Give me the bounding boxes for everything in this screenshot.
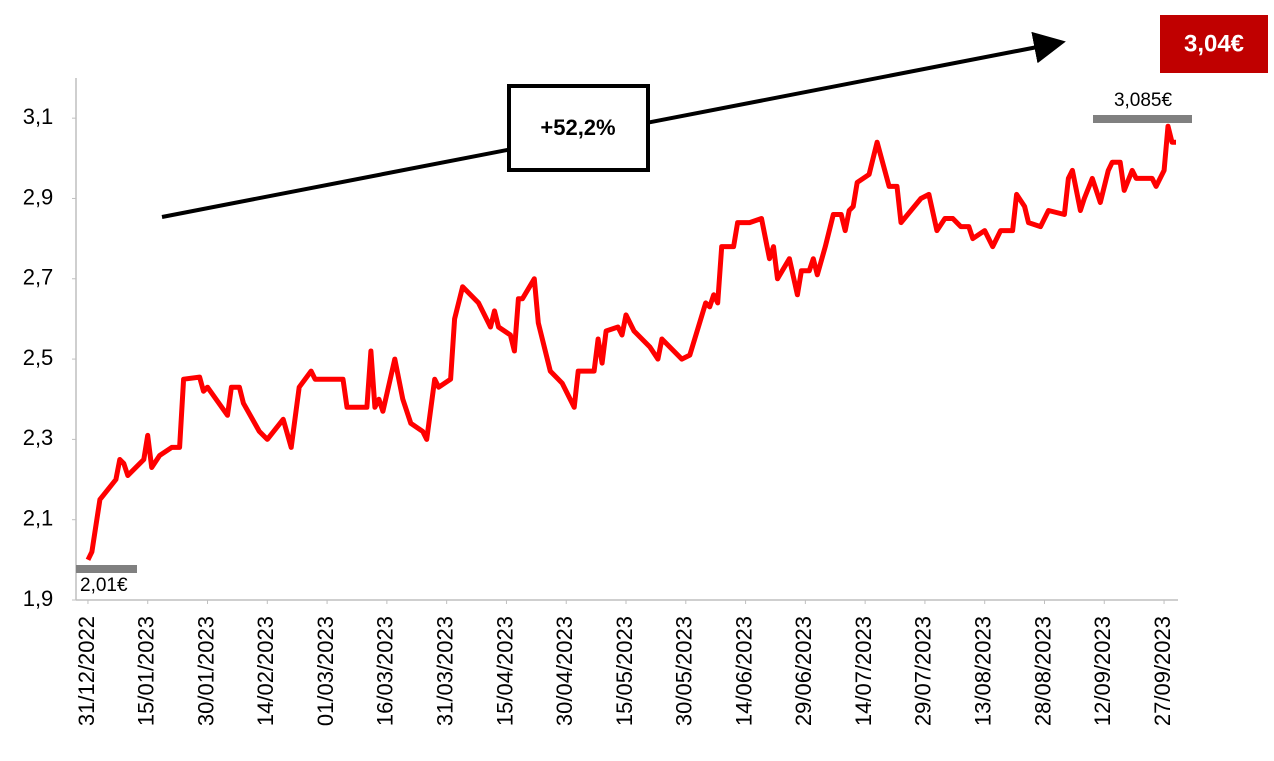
x-tick-label: 13/08/2023 — [971, 616, 996, 726]
x-tick-label: 14/07/2023 — [851, 616, 876, 726]
change-label: +52,2% — [540, 115, 615, 140]
x-tick-label: 30/05/2023 — [672, 616, 697, 726]
y-tick-label: 2,3 — [23, 425, 54, 450]
plot-area — [85, 123, 1176, 561]
y-tick-label: 2,5 — [23, 345, 54, 370]
x-tick-label: 14/06/2023 — [731, 616, 756, 726]
y-tick-label: 2,9 — [23, 184, 54, 209]
x-tick-label: 30/04/2023 — [552, 616, 577, 726]
x-tick-label: 30/01/2023 — [193, 616, 218, 726]
high-label: 3,085€ — [1114, 90, 1173, 111]
x-tick-label: 27/09/2023 — [1150, 616, 1175, 726]
y-tick-label: 2,1 — [23, 506, 54, 531]
last-price-box — [1160, 15, 1268, 73]
change-box — [507, 84, 650, 172]
last-price-label: 3,04€ — [1184, 30, 1244, 57]
x-tick-label: 14/02/2023 — [253, 616, 278, 726]
x-tick-label: 29/07/2023 — [911, 616, 936, 726]
x-tick-label: 01/03/2023 — [313, 616, 338, 726]
y-tick-label: 2,7 — [23, 265, 54, 290]
x-tick-label: 29/06/2023 — [791, 616, 816, 726]
x-tick-label: 15/01/2023 — [134, 616, 159, 726]
start-label: 2,01€ — [80, 575, 128, 596]
price-line — [85, 123, 1176, 561]
y-tick-label: 3,1 — [23, 104, 54, 129]
x-tick-label: 15/04/2023 — [492, 616, 517, 726]
x-tick-label: 15/05/2023 — [612, 616, 637, 726]
x-tick-label: 28/08/2023 — [1030, 616, 1055, 726]
x-tick-label: 12/09/2023 — [1090, 616, 1115, 726]
x-tick-label: 31/12/2022 — [74, 616, 99, 726]
y-tick-label: 1,9 — [23, 586, 54, 611]
x-tick-label: 16/03/2023 — [373, 616, 398, 726]
x-tick-label: 31/03/2023 — [432, 616, 457, 726]
